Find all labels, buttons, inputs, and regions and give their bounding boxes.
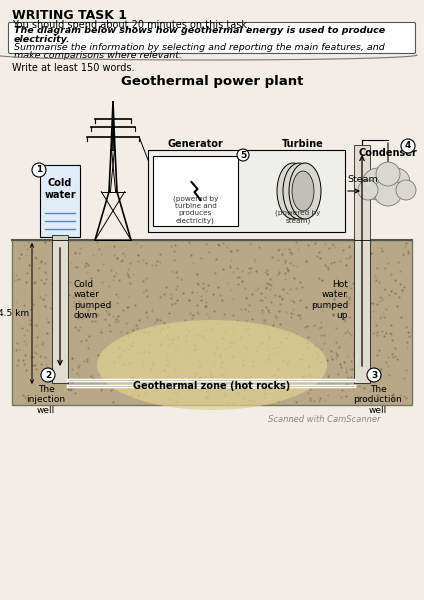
Bar (354, 240, 370, 383)
Text: You should spend about 20 minutes on this task.: You should spend about 20 minutes on thi… (12, 20, 250, 30)
Circle shape (376, 162, 400, 186)
Text: 3: 3 (371, 370, 377, 379)
Circle shape (401, 139, 415, 153)
Ellipse shape (277, 163, 309, 219)
Circle shape (41, 368, 55, 382)
Text: electricity.: electricity. (14, 35, 71, 44)
Text: 4.5 km: 4.5 km (0, 309, 29, 318)
Bar (40, 165, 80, 237)
Text: Cold
water: Cold water (44, 178, 76, 200)
Ellipse shape (283, 163, 315, 219)
Text: 2: 2 (45, 370, 51, 379)
Text: make comparisons where relevant.: make comparisons where relevant. (14, 51, 182, 60)
Ellipse shape (289, 163, 321, 219)
Bar (12, 240, 412, 405)
Circle shape (367, 368, 381, 382)
Text: The
production
well: The production well (354, 385, 402, 415)
Ellipse shape (97, 320, 327, 410)
Text: The diagram below shows how geothermal energy is used to produce: The diagram below shows how geothermal e… (14, 26, 385, 35)
Circle shape (237, 149, 249, 161)
Text: Condenser: Condenser (359, 148, 417, 158)
Text: Cold
water
pumped
down: Cold water pumped down (74, 280, 112, 320)
Text: WRITING TASK 1: WRITING TASK 1 (12, 9, 127, 22)
Bar (148, 150, 345, 232)
Text: 5: 5 (240, 151, 246, 160)
Text: 1: 1 (36, 166, 42, 175)
Text: Summarise the information by selecting and reporting the main features, and: Summarise the information by selecting a… (14, 43, 385, 52)
Text: Write at least 150 words.: Write at least 150 words. (12, 63, 134, 73)
Circle shape (396, 180, 416, 200)
Text: 4: 4 (405, 142, 411, 151)
Bar (52, 235, 68, 240)
Text: Generator: Generator (167, 139, 223, 149)
Circle shape (374, 178, 402, 206)
Text: Geothermal power plant: Geothermal power plant (121, 75, 303, 88)
Circle shape (32, 163, 46, 177)
Bar (354, 145, 370, 240)
Text: Scanned with CamScanner: Scanned with CamScanner (268, 415, 380, 424)
Text: The
injection
well: The injection well (26, 385, 66, 415)
Text: (powered by
turbine and
produces
electricity): (powered by turbine and produces electri… (173, 196, 218, 224)
Bar (52, 240, 68, 383)
Bar (153, 156, 238, 226)
FancyBboxPatch shape (8, 22, 416, 53)
Circle shape (358, 180, 378, 200)
Text: Steam: Steam (347, 175, 378, 185)
Text: Turbine: Turbine (282, 139, 324, 149)
Circle shape (362, 168, 394, 200)
Text: Hot
water
pumped
up: Hot water pumped up (311, 280, 348, 320)
Text: Geothermal zone (hot rocks): Geothermal zone (hot rocks) (134, 381, 290, 391)
Text: (powered by
steam): (powered by steam) (275, 210, 321, 224)
Circle shape (382, 168, 410, 196)
Ellipse shape (292, 171, 314, 211)
